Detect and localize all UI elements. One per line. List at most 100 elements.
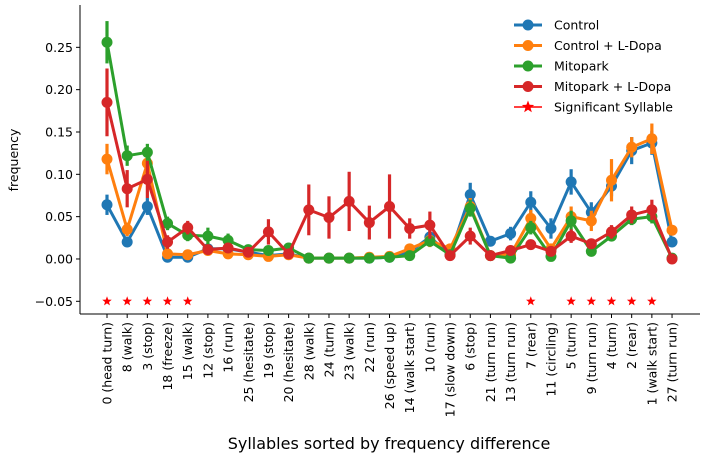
y-ticks: −0.05 0.00 0.05 0.10 0.15 0.20 0.25 <box>35 40 80 309</box>
y-tick-label: 0.00 <box>45 251 73 266</box>
x-tick-label: 10 (run) <box>422 322 437 373</box>
data-point <box>505 228 517 240</box>
legend-item: Significant Syllable <box>514 100 673 115</box>
significance-star <box>626 296 637 306</box>
series-mitopark-l-dopa <box>101 68 678 265</box>
x-tick-label: 28 (walk) <box>301 322 316 380</box>
data-point <box>323 252 335 264</box>
data-point <box>141 146 153 158</box>
data-point <box>666 253 678 265</box>
data-point <box>101 153 113 165</box>
data-point <box>626 141 638 153</box>
data-point <box>343 195 355 207</box>
x-tick-label: 9 (turn run) <box>584 322 599 394</box>
data-point <box>222 242 234 254</box>
data-point <box>141 200 153 212</box>
data-point <box>101 36 113 48</box>
y-tick-label: 0.10 <box>45 167 73 182</box>
data-point <box>262 226 274 238</box>
legend: Control Control + L-Dopa Mitopark Mitopark … <box>514 18 673 115</box>
significance-star <box>142 296 153 306</box>
data-point <box>565 215 577 227</box>
data-point <box>585 245 597 257</box>
x-tick-label: 5 (turn) <box>564 322 579 369</box>
data-point <box>464 189 476 201</box>
legend-item: Control + L-Dopa <box>514 38 662 53</box>
legend-swatch-marker <box>522 19 534 31</box>
data-point <box>404 222 416 234</box>
data-point <box>444 250 456 262</box>
data-point <box>646 133 658 145</box>
x-tick-label: 24 (turn) <box>321 322 336 377</box>
data-point <box>666 224 678 236</box>
x-tick-label: 21 (turn run) <box>483 322 498 402</box>
data-point <box>162 248 174 260</box>
data-point <box>565 230 577 242</box>
y-tick-label: 0.20 <box>45 82 73 97</box>
x-tick-label: 3 (stop) <box>140 322 155 371</box>
legend-label: Significant Syllable <box>554 100 673 115</box>
x-tick-label: 14 (walk start) <box>402 322 417 413</box>
data-point <box>141 173 153 185</box>
data-point <box>182 249 194 261</box>
data-point <box>101 199 113 211</box>
data-point <box>666 236 678 248</box>
data-point <box>545 222 557 234</box>
legend-swatch-star <box>521 100 535 113</box>
x-tick-label: 17 (slow down) <box>443 322 458 417</box>
x-tick-label: 15 (walk) <box>180 322 195 380</box>
data-point <box>283 248 295 260</box>
data-point <box>363 252 375 264</box>
data-point <box>606 174 617 186</box>
data-point <box>121 236 133 248</box>
significance-star <box>182 296 193 306</box>
data-point <box>101 96 113 108</box>
y-tick-label: −0.05 <box>35 294 73 309</box>
y-tick-label: 0.05 <box>45 209 73 224</box>
legend-swatch-marker <box>522 81 534 92</box>
data-point <box>202 244 214 256</box>
significance-star <box>122 296 132 306</box>
data-point <box>565 176 577 188</box>
x-tick-label: 7 (rear) <box>523 322 538 369</box>
data-point <box>303 204 315 216</box>
data-point <box>303 252 315 264</box>
plot-area <box>101 21 678 306</box>
x-tick-label: 20 (hesitate) <box>281 322 296 402</box>
data-point <box>222 234 234 246</box>
x-tick-label: 8 (walk) <box>120 322 135 372</box>
legend-label: Mitopark + L-Dopa <box>554 79 671 94</box>
data-point <box>505 252 517 264</box>
x-tick-label: 18 (freeze) <box>160 322 175 391</box>
significance-star <box>102 296 112 306</box>
data-point <box>202 230 214 242</box>
data-point <box>424 235 436 247</box>
data-point <box>121 223 133 235</box>
y-tick-label: 0.15 <box>45 124 73 139</box>
significance-star <box>606 296 617 306</box>
data-point <box>162 217 174 229</box>
x-tick-label: 25 (hesitate) <box>241 322 256 402</box>
x-axis-label: Syllables sorted by frequency difference <box>228 434 551 453</box>
x-tick-label: 13 (turn run) <box>503 322 518 402</box>
data-point <box>525 239 537 251</box>
data-point <box>626 209 638 221</box>
data-point <box>464 230 476 242</box>
data-point <box>505 245 517 257</box>
series-mitopark <box>101 21 678 264</box>
data-point <box>525 222 537 234</box>
x-tick-label: 11 (circling) <box>543 322 558 397</box>
data-point <box>545 245 557 257</box>
data-point <box>323 211 335 223</box>
x-tick-label: 23 (walk) <box>342 322 357 380</box>
x-tick-label: 2 (rear) <box>624 322 639 369</box>
significance-markers <box>102 296 657 306</box>
x-tick-label: 27 (turn run) <box>665 322 680 402</box>
significance-star <box>586 296 597 306</box>
x-tick-label: 12 (stop) <box>200 322 215 379</box>
data-point <box>343 252 355 264</box>
legend-swatch-marker <box>522 40 534 51</box>
x-tick-label: 0 (head turn) <box>100 322 115 405</box>
x-tick-label: 4 (turn) <box>604 322 619 369</box>
legend-label: Control <box>554 18 599 33</box>
